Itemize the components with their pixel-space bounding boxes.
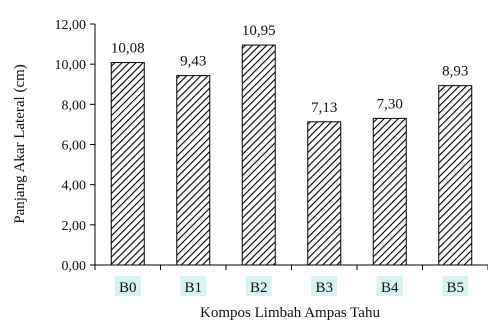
- bar-b0: [110, 62, 145, 266]
- bar-b5: [438, 85, 473, 266]
- data-label-b2: 10,95: [242, 23, 276, 39]
- bar-b1: [176, 75, 211, 266]
- bar-b4: [372, 117, 407, 266]
- category-label-highlight: [114, 276, 141, 296]
- y-tick-label: 4,00: [62, 179, 87, 194]
- category-label-highlight: [442, 276, 469, 296]
- y-tick-label: 2,00: [62, 219, 87, 234]
- data-label-b5: 8,93: [442, 64, 468, 80]
- y-tick-label: 12,00: [55, 18, 87, 33]
- category-label-b5: B5: [446, 280, 464, 296]
- data-label-b0: 10,08: [111, 41, 145, 57]
- category-label-highlight: [245, 276, 272, 296]
- y-tick-label: 6,00: [62, 139, 87, 154]
- y-tick-label: 0,00: [62, 259, 87, 274]
- category-label-highlight: [180, 276, 207, 296]
- category-label-b2: B2: [250, 280, 268, 296]
- y-tick-label: 8,00: [62, 98, 87, 113]
- x-axis-title: Kompos Limbah Ampas Tahu: [200, 305, 380, 321]
- category-label-b0: B0: [119, 280, 137, 296]
- bar-b3: [307, 121, 342, 266]
- category-label-b4: B4: [381, 280, 399, 296]
- category-label-highlight: [376, 276, 403, 296]
- y-tick-label: 10,00: [55, 58, 87, 73]
- y-axis-title: Panjang Akar Lateral (cm): [12, 64, 28, 224]
- data-label-b3: 7,13: [311, 100, 337, 116]
- category-label-highlight: [311, 276, 338, 296]
- category-label-b3: B3: [315, 280, 333, 296]
- data-label-b1: 9,43: [180, 54, 206, 70]
- data-label-b4: 7,30: [377, 96, 403, 112]
- category-label-b1: B1: [184, 280, 202, 296]
- bar-b2: [241, 44, 276, 266]
